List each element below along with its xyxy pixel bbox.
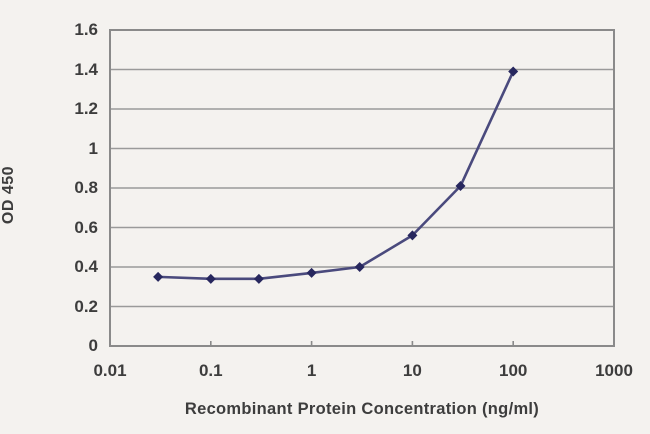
data-point-marker	[354, 262, 365, 272]
data-point-marker	[455, 181, 466, 192]
y-axis-title: OD 450	[0, 165, 17, 225]
y-tick-label: 1.4	[74, 59, 98, 79]
x-tick-label: 0.01	[93, 361, 127, 380]
y-tick-label: 1	[88, 138, 98, 158]
y-tick-label: 0.2	[74, 296, 98, 316]
data-point-marker	[205, 273, 216, 284]
y-tick-label: 0.6	[74, 217, 98, 237]
x-tick-label: 1000	[595, 361, 633, 380]
data-point-marker	[407, 230, 418, 241]
data-point-marker	[306, 267, 317, 278]
y-tick-label: 0.8	[74, 178, 98, 197]
data-point-marker	[508, 66, 519, 77]
y-tick-label: 0	[88, 336, 98, 355]
y-tick-label: 0.4	[74, 257, 98, 276]
data-point-marker	[253, 273, 264, 284]
y-tick-label: 1.2	[74, 99, 98, 118]
x-axis-title: Recombinant Protein Concentration (ng/ml…	[184, 400, 540, 418]
y-tick-label: 1.6	[74, 20, 98, 39]
x-tick-label: 1	[306, 361, 317, 380]
x-tick-label: 0.1	[198, 361, 223, 380]
plot-border	[109, 29, 615, 347]
x-tick-label: 100	[499, 361, 528, 380]
data-point-marker	[153, 271, 164, 282]
data-line	[158, 70, 515, 281]
x-tick-label: 10	[402, 361, 422, 380]
